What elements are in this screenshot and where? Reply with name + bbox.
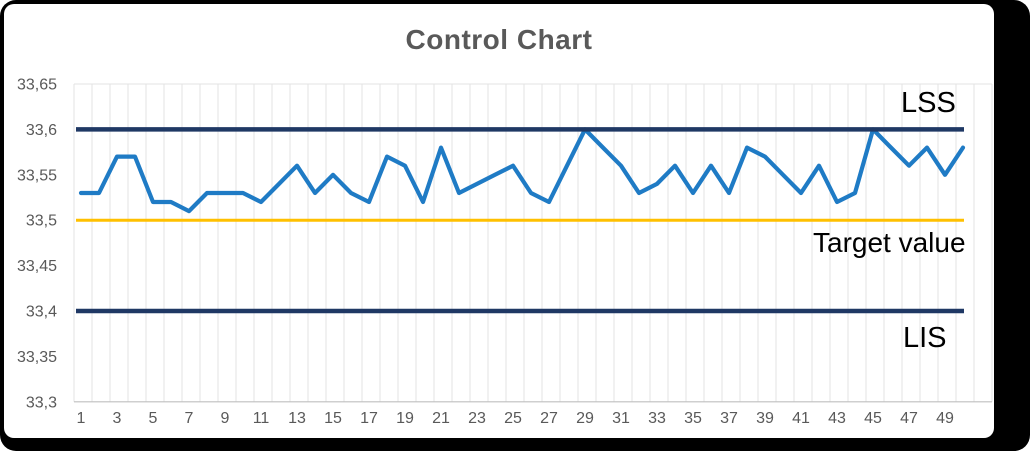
y-tick-label: 33,5 <box>26 213 57 230</box>
chart-title: Control Chart <box>405 24 593 55</box>
x-tick-label: 45 <box>864 410 882 427</box>
lss-label: LSS <box>901 87 956 119</box>
x-tick-label: 13 <box>288 410 306 427</box>
x-tick-label: 5 <box>149 410 158 427</box>
x-tick-label: 27 <box>540 410 558 427</box>
x-tick-label: 29 <box>576 410 594 427</box>
y-tick-label: 33,55 <box>17 167 57 184</box>
x-tick-label: 15 <box>324 410 342 427</box>
lis-label: LIS <box>903 322 947 354</box>
x-tick-label: 19 <box>396 410 414 427</box>
x-tick-label: 31 <box>612 410 630 427</box>
x-tick-label: 47 <box>900 410 918 427</box>
x-tick-label: 49 <box>936 410 954 427</box>
y-tick-label: 33,3 <box>26 394 57 411</box>
x-tick-label: 37 <box>720 410 738 427</box>
y-tick-label: 33,6 <box>26 122 57 139</box>
y-tick-label: 33,45 <box>17 258 57 275</box>
x-tick-label: 43 <box>828 410 846 427</box>
x-tick-label: 7 <box>185 410 194 427</box>
x-tick-label: 35 <box>684 410 702 427</box>
series-line <box>78 127 966 214</box>
y-tick-label: 33,35 <box>17 349 57 366</box>
x-tick-label: 3 <box>113 410 122 427</box>
target-value-label: Target value <box>813 227 966 258</box>
x-tick-label: 17 <box>360 410 378 427</box>
x-tick-label: 23 <box>468 410 486 427</box>
x-tick-label: 21 <box>432 410 450 427</box>
x-tick-label: 11 <box>253 410 270 427</box>
y-tick-label: 33,65 <box>17 77 57 94</box>
x-tick-label: 1 <box>77 410 86 427</box>
x-tick-label: 25 <box>504 410 522 427</box>
y-tick-label: 33,4 <box>26 304 57 321</box>
x-tick-label: 41 <box>792 410 810 427</box>
x-tick-label: 33 <box>648 410 666 427</box>
x-tick-label: 9 <box>221 410 230 427</box>
x-tick-label: 39 <box>756 410 774 427</box>
